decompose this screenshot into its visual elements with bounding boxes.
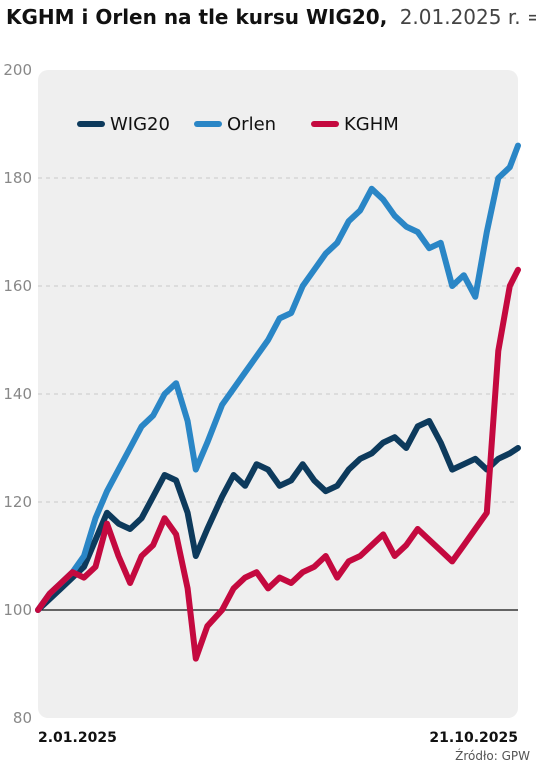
y-tick-label: 80 [13,709,32,727]
chart-subtitle: 2.01.2025 r. = 100 proc. [400,5,536,29]
legend-label-kghm: KGHM [344,114,399,135]
y-tick-label: 140 [3,385,32,403]
y-tick-label: 100 [3,601,32,619]
series-line-wig20 [35,418,521,613]
gridlines [38,177,518,503]
legend-label-wig20: WIG20 [110,114,170,135]
x-end-label: 21.10.2025 [429,730,518,746]
x-start-label: 2.01.2025 [38,730,117,746]
y-tick-label: 180 [3,169,32,187]
source-label: Źródło: GPW [455,748,530,763]
chart-title: KGHM i Orlen na tle kursu WIG20, 2.01.20… [6,5,536,29]
series-line-kghm [35,266,521,662]
y-axis-ticks: 80 100 120 140 160 180 200 [3,61,32,727]
series-lines [35,142,521,662]
y-tick-label: 120 [3,493,32,511]
legend: WIG20 Orlen KGHM [77,114,399,135]
legend-label-orlen: Orlen [227,114,276,135]
y-tick-label: 200 [3,61,32,79]
chart-title-main: KGHM i Orlen na tle kursu WIG20, [6,5,387,29]
y-tick-label: 160 [3,277,32,295]
series-line-orlen [35,142,521,613]
